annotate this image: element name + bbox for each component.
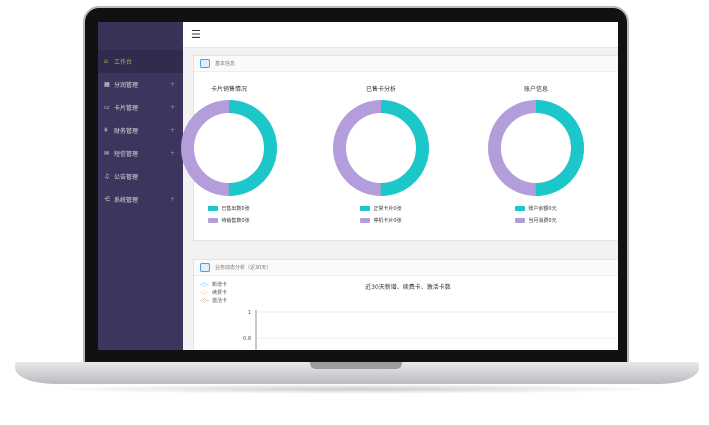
legend-item[interactable]: -◇- 续费卡 [200, 288, 227, 296]
legend-item[interactable]: 待销售数0张 [164, 214, 294, 226]
panel-title: 业务动态分析（近30天） [215, 265, 272, 271]
donut-slice[interactable] [181, 100, 277, 196]
line-chart-icon [200, 263, 210, 272]
donut-chart: 已售卡分析 正常卡片0张 停机卡片0张 [316, 74, 446, 226]
legend-item[interactable]: -◇- 新增卡 [200, 280, 227, 288]
laptop-shadow [40, 384, 670, 394]
sidebar-item[interactable]: ♫ 公告管理 [104, 173, 139, 181]
screen: ⌂ 工作台 ▦ 分润管理 + ▭ 卡片管理 + ¥ 财务管理 + ✉ 短信管理 + ♫ 公告管理 ⋲ 系统管理 + … [98, 22, 618, 350]
legend-item[interactable]: -◇- 激活卡 [200, 296, 227, 304]
panel-title: 基本信息 [215, 61, 236, 67]
sidebar-item[interactable]: ⌂ 工作台 [98, 50, 183, 73]
sidebar-item[interactable]: ✉ 短信管理 + [104, 150, 175, 158]
mail-icon: ✉ [104, 150, 110, 157]
sidebar-item[interactable]: ⋲ 系统管理 + [104, 196, 175, 204]
bell-icon: ♫ [104, 173, 110, 180]
sidebar-logo-area [98, 22, 183, 50]
yen-icon: ¥ [104, 127, 108, 134]
info-icon [200, 59, 210, 68]
laptop-base [15, 362, 699, 384]
sidebar-item[interactable]: ▭ 卡片管理 + [104, 104, 175, 112]
top-header: ☰ [183, 22, 618, 48]
trend-chart: 10.8 [243, 310, 618, 350]
menu-icon[interactable]: ☰ [191, 28, 201, 41]
expand-icon: + [169, 81, 175, 88]
legend-item[interactable]: 正常卡片0张 [316, 202, 446, 214]
legend-item[interactable]: 当月消费0元 [471, 214, 601, 226]
laptop-notch [310, 362, 402, 369]
expand-icon: + [169, 127, 175, 134]
expand-icon: + [169, 196, 175, 203]
chart-title: 已售卡分析 [365, 86, 396, 93]
share-icon: ⋲ [104, 196, 110, 203]
y-tick-label: 0.8 [243, 336, 251, 342]
expand-icon: + [169, 150, 175, 157]
donut-slice[interactable] [333, 100, 429, 196]
legend-item[interactable]: 停机卡片0张 [316, 214, 446, 226]
donut-slice[interactable] [488, 100, 584, 196]
y-tick-label: 1 [248, 310, 251, 316]
chart-icon: ▦ [104, 81, 110, 88]
expand-icon: + [169, 104, 175, 111]
card-icon: ▭ [104, 104, 110, 111]
chart-title: 账户信息 [523, 86, 548, 93]
chart-title: 卡片销售情况 [210, 86, 247, 93]
home-icon: ⌂ [104, 58, 108, 65]
trend-panel: 业务动态分析（近30天） 近30天新增、续费卡、激活卡数 -◇- 新增卡 -◇- 续费… [193, 259, 618, 350]
donut-chart: 账户信息 账户余额0元 当月消费0元 [471, 74, 601, 226]
basic-info-panel: 基本信息 卡片销售情况 已售出数0张 待销售数0张 已售卡分析 正常卡片0张 停… [181, 55, 618, 241]
sidebar: ⌂ 工作台 ▦ 分润管理 + ▭ 卡片管理 + ¥ 财务管理 + ✉ 短信管理 + ♫ 公告管理 ⋲ 系统管理 + [98, 22, 183, 350]
sidebar-item[interactable]: ▦ 分润管理 + [104, 81, 175, 89]
donut-chart: 卡片销售情况 已售出数0张 待销售数0张 [164, 74, 294, 226]
legend-item[interactable]: 账户余额0元 [471, 202, 601, 214]
sidebar-item[interactable]: ¥ 财务管理 + [104, 127, 175, 135]
legend-item[interactable]: 已售出数0张 [164, 202, 294, 214]
chart-title: 近30天新增、续费卡、激活卡数 [365, 284, 451, 291]
